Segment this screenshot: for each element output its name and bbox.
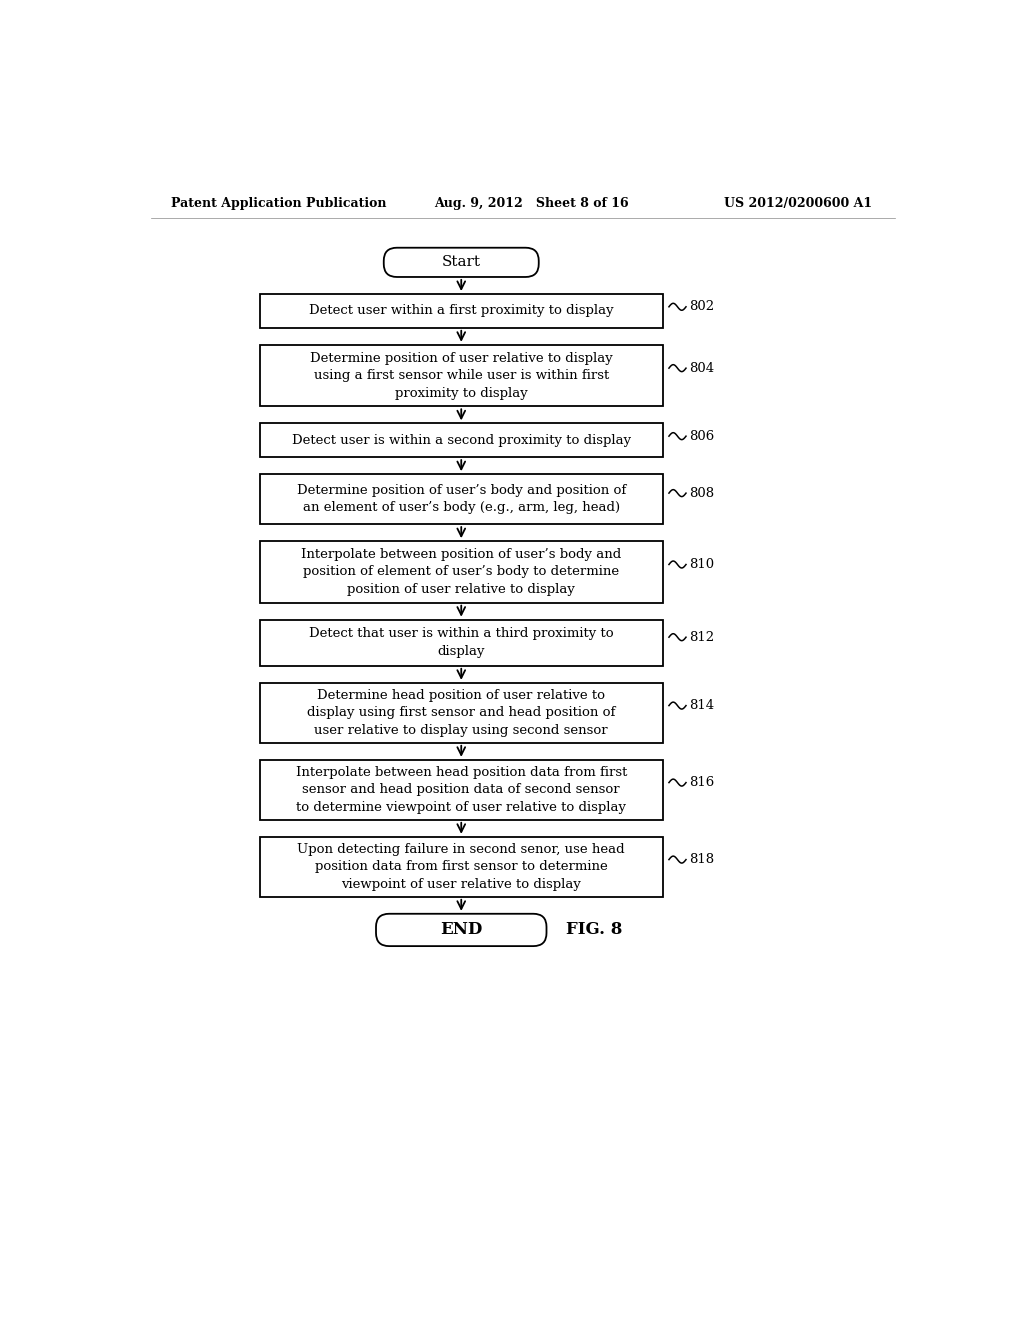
Text: FIG. 8: FIG. 8 [566,921,623,939]
Text: 818: 818 [689,853,714,866]
Text: Start: Start [441,255,480,269]
Text: Interpolate between position of user’s body and
position of element of user’s bo: Interpolate between position of user’s b… [301,548,622,595]
Text: 808: 808 [689,487,714,499]
FancyBboxPatch shape [260,474,663,524]
Text: Patent Application Publication: Patent Application Publication [171,197,386,210]
Text: Upon detecting failure in second senor, use head
position data from first sensor: Upon detecting failure in second senor, … [297,842,625,891]
Text: END: END [440,921,482,939]
Text: Detect user within a first proximity to display: Detect user within a first proximity to … [309,305,613,317]
Text: 812: 812 [689,631,714,644]
FancyBboxPatch shape [260,424,663,457]
Text: Detect user is within a second proximity to display: Detect user is within a second proximity… [292,434,631,446]
FancyBboxPatch shape [376,913,547,946]
FancyBboxPatch shape [260,682,663,743]
Text: Determine head position of user relative to
display using first sensor and head : Determine head position of user relative… [307,689,615,737]
Text: Determine position of user relative to display
using a first sensor while user i: Determine position of user relative to d… [310,351,612,400]
FancyBboxPatch shape [260,760,663,820]
Text: 804: 804 [689,362,714,375]
FancyBboxPatch shape [260,541,663,603]
Text: 810: 810 [689,558,714,572]
Text: Detect that user is within a third proximity to
display: Detect that user is within a third proxi… [309,627,613,657]
Text: Determine position of user’s body and position of
an element of user’s body (e.g: Determine position of user’s body and po… [297,484,626,515]
FancyBboxPatch shape [260,619,663,665]
Text: 802: 802 [689,300,714,313]
FancyBboxPatch shape [260,837,663,896]
Text: Aug. 9, 2012   Sheet 8 of 16: Aug. 9, 2012 Sheet 8 of 16 [434,197,629,210]
FancyBboxPatch shape [260,345,663,407]
Text: US 2012/0200600 A1: US 2012/0200600 A1 [724,197,872,210]
Text: 806: 806 [689,429,715,442]
Text: 816: 816 [689,776,715,789]
Text: Interpolate between head position data from first
sensor and head position data : Interpolate between head position data f… [296,766,627,814]
Text: 814: 814 [689,700,714,711]
FancyBboxPatch shape [260,294,663,327]
FancyBboxPatch shape [384,248,539,277]
